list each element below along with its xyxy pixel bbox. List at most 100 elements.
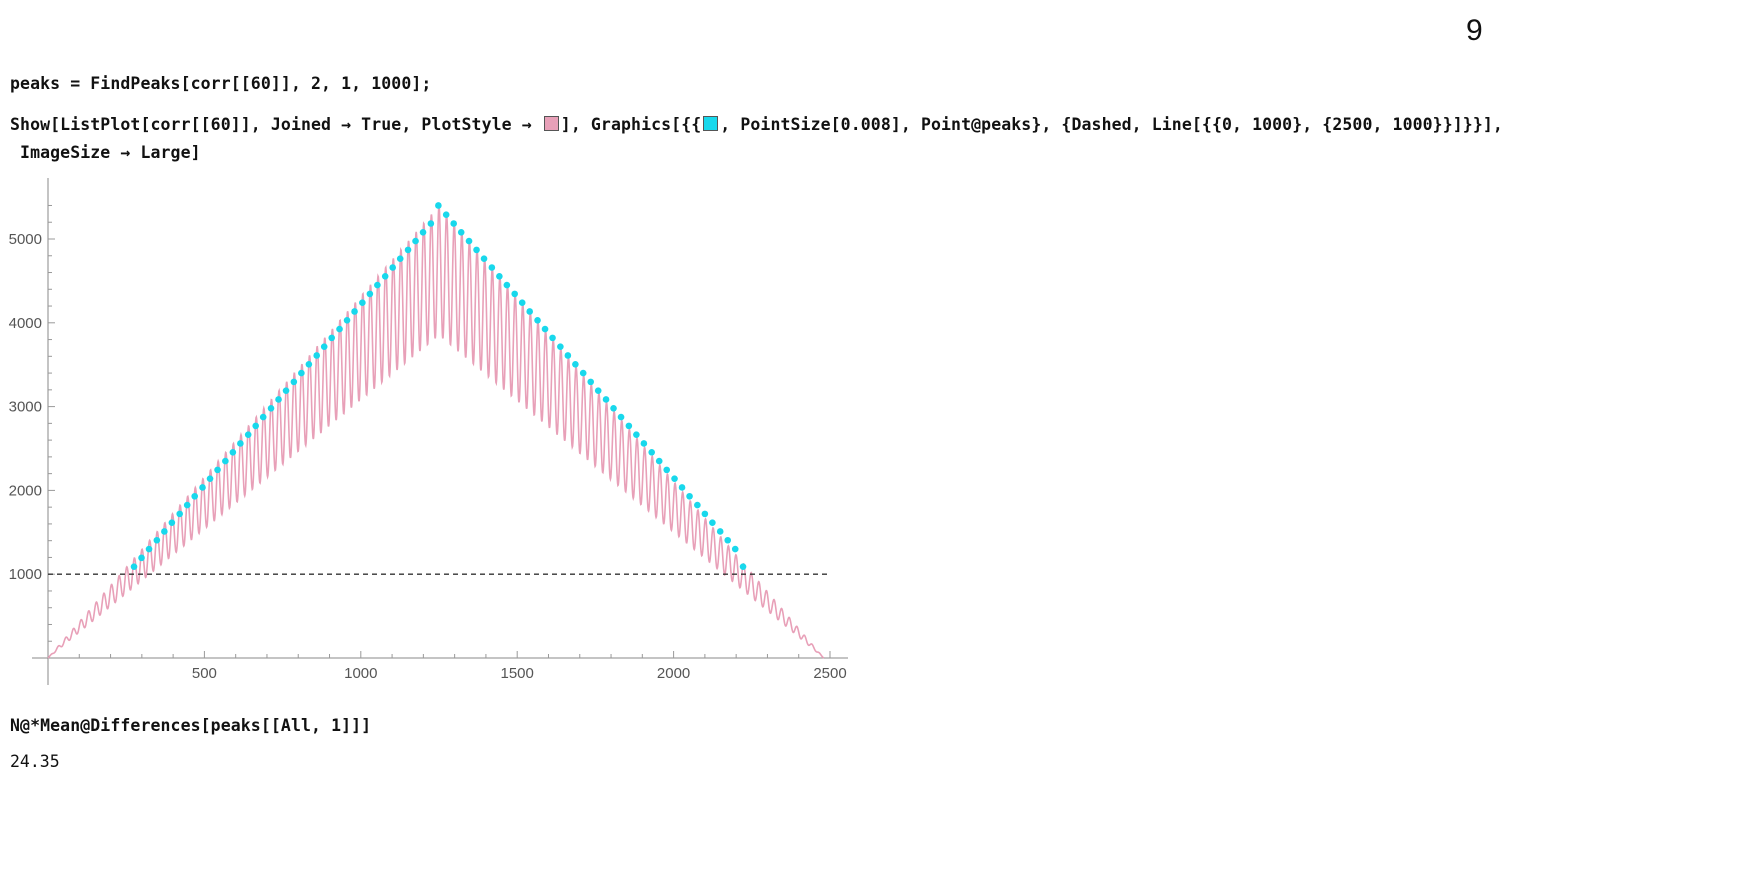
peak-point	[168, 519, 176, 526]
peak-point	[480, 255, 488, 262]
peak-point	[648, 448, 656, 456]
peak-point	[473, 246, 480, 254]
peak-point	[252, 422, 259, 430]
peak-point	[336, 325, 343, 333]
chart-plot[interactable]: 500 1000 1500 2000 2500 1000 2000 3000 4000 5000	[0, 170, 860, 690]
peak-point	[450, 220, 458, 227]
peak-point	[320, 343, 328, 350]
peak-point	[374, 281, 381, 289]
cell-show-input-line1[interactable]: Show[ListPlot[corr[[60]], Joined → True,…	[10, 115, 1503, 134]
peak-point	[716, 528, 724, 535]
code-segment: Show[ListPlot[corr[[60]], Joined → True,…	[10, 115, 542, 134]
peak-point	[237, 440, 244, 447]
cell-show-input-line2[interactable]: ImageSize → Large]	[10, 143, 201, 162]
page-number: 9	[1466, 14, 1483, 47]
peak-point	[328, 334, 336, 342]
peak-point	[602, 396, 610, 403]
peak-point	[526, 308, 534, 315]
peak-point	[518, 299, 526, 306]
peak-point	[313, 352, 320, 359]
x-tick-label: 1000	[344, 665, 377, 682]
peak-point	[282, 387, 290, 394]
peak-point	[701, 510, 709, 518]
peak-point	[396, 255, 404, 262]
x-tick-label: 2500	[813, 665, 846, 682]
peak-point	[222, 457, 229, 465]
peak-point	[244, 431, 252, 438]
signal-line	[47, 205, 825, 659]
x-tick-label: 1500	[501, 665, 534, 682]
peak-point	[206, 475, 214, 482]
peak-point	[724, 536, 732, 544]
peak-point	[404, 246, 412, 254]
y-tick-label: 1000	[9, 566, 42, 583]
peak-point	[549, 334, 556, 342]
cell-findpeaks-input[interactable]: peaks = FindPeaks[corr[[60]], 2, 1, 1000…	[10, 74, 432, 93]
peak-point	[191, 492, 199, 500]
peak-point	[488, 264, 496, 271]
peak-point	[359, 299, 366, 306]
peak-point	[731, 545, 739, 553]
peak-point	[419, 228, 427, 236]
peak-point	[572, 360, 579, 368]
y-tick-label: 2000	[9, 482, 42, 499]
peak-point	[229, 448, 237, 456]
peak-point	[663, 466, 671, 474]
peak-point	[305, 360, 313, 368]
peak-point	[655, 457, 663, 465]
peak-point	[442, 211, 450, 218]
peak-point	[290, 378, 298, 386]
peak-point	[564, 352, 572, 359]
peak-point	[389, 264, 397, 271]
pink-color-swatch[interactable]	[543, 116, 559, 131]
peak-point	[625, 422, 633, 430]
code-segment: , PointSize[0.008], Point@peaks}, {Dashe…	[720, 115, 1503, 134]
peak-point	[381, 272, 389, 280]
peak-point	[214, 466, 221, 474]
y-tick-label: 3000	[9, 399, 42, 416]
peak-point	[435, 202, 442, 209]
peak-point	[594, 387, 602, 394]
peak-point	[503, 281, 511, 289]
peak-point	[579, 369, 587, 377]
peak-point	[176, 510, 183, 518]
peak-point	[587, 378, 595, 386]
peak-point	[739, 563, 747, 570]
x-tick-label: 500	[192, 665, 217, 682]
peak-point	[298, 369, 305, 377]
peak-point	[610, 404, 617, 412]
peak-point	[694, 501, 701, 509]
peak-point	[617, 413, 625, 421]
cyan-color-swatch[interactable]	[703, 116, 719, 131]
y-tick-label: 4000	[9, 315, 42, 332]
peak-point	[427, 220, 435, 227]
peak-point	[541, 325, 549, 333]
x-tick-label: 2000	[657, 665, 690, 682]
peak-point	[199, 484, 206, 491]
cell-mean-output: 24.35	[10, 752, 60, 771]
peak-point	[183, 501, 191, 509]
peak-point	[534, 316, 541, 324]
peak-point	[557, 343, 564, 350]
peak-point	[671, 475, 678, 482]
peak-point	[366, 290, 374, 298]
peak-point	[709, 519, 716, 526]
peak-point	[465, 237, 473, 245]
peak-point	[275, 396, 282, 403]
peak-point	[267, 404, 275, 412]
code-segment: ], Graphics[{{	[560, 115, 702, 134]
peak-point	[138, 554, 145, 562]
peak-point	[145, 545, 153, 553]
y-tick-label: 5000	[9, 231, 42, 248]
peak-point	[343, 316, 351, 324]
peak-point	[511, 290, 518, 298]
peak-point	[412, 237, 419, 245]
peak-point	[633, 431, 640, 438]
peak-point	[130, 563, 138, 570]
peak-point	[457, 228, 465, 236]
peak-point	[153, 536, 161, 544]
peak-point	[496, 272, 503, 280]
peak-point	[686, 492, 693, 500]
cell-mean-input[interactable]: N@*Mean@Differences[peaks[[All, 1]]]	[10, 716, 372, 735]
peak-point	[678, 484, 686, 491]
